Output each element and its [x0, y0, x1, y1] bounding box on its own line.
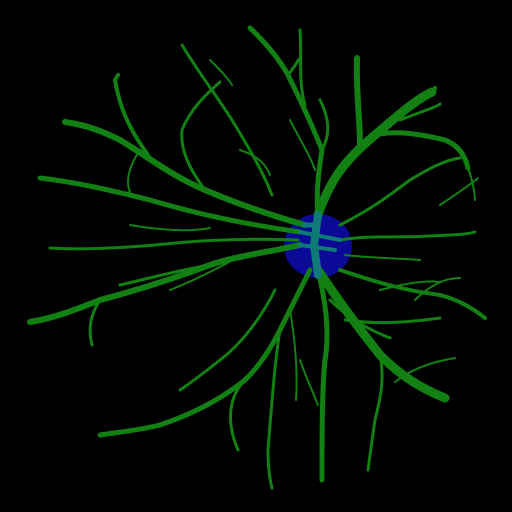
vessel-tree	[27, 25, 487, 490]
disc-vessel-overlap	[298, 211, 342, 279]
